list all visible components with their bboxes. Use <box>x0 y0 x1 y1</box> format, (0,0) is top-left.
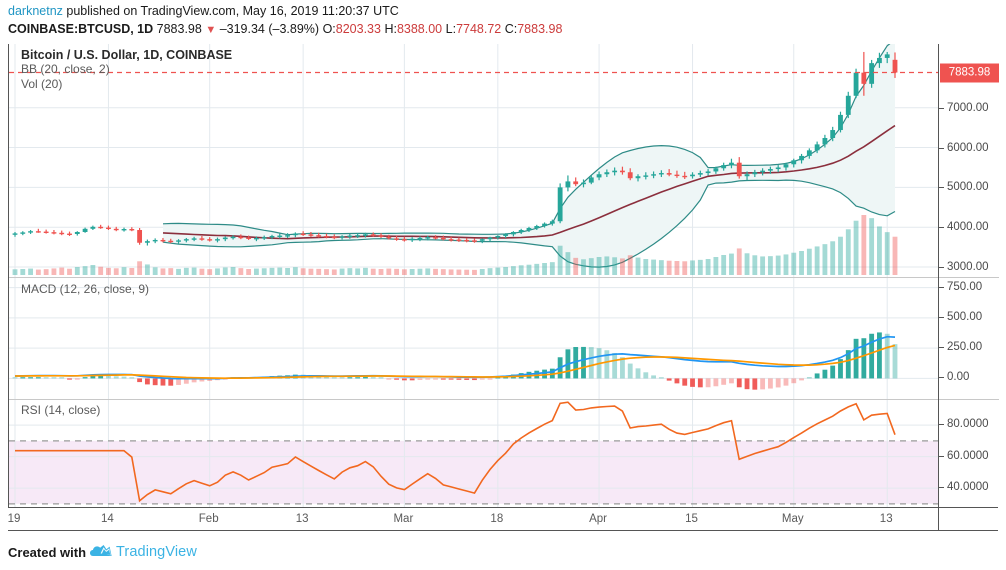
chart-frame: Bitcoin / U.S. Dollar, 1D, COINBASE BB (… <box>8 44 999 507</box>
chart-header: darknetnz published on TradingView.com, … <box>8 4 998 38</box>
price-tick-7000-00-tickmark <box>939 107 944 109</box>
time-tick-feb: Feb <box>198 513 219 525</box>
change-absolute: –319.34 <box>219 22 265 36</box>
price-pane[interactable]: Bitcoin / U.S. Dollar, 1D, COINBASE BB (… <box>9 44 939 277</box>
high-label: H: <box>384 22 397 36</box>
time-axis[interactable]: 19 14 Feb 13 Mar 18 Apr 15 May 13 <box>8 507 998 531</box>
last-price: 7883.98 <box>156 22 202 36</box>
publish-meta: published on TradingView.com, May 16, 20… <box>62 4 399 18</box>
footer: Created with TradingView <box>8 540 197 564</box>
open-label: O: <box>322 22 336 36</box>
macd-tick-0-00: 0.00 <box>947 371 970 384</box>
down-triangle-icon: ▼ <box>205 24 217 36</box>
symbol-label: COINBASE:BTCUSD, 1D <box>8 22 154 36</box>
close-label: C: <box>504 22 518 36</box>
price-tick-4000-00: 4000.00 <box>947 221 989 234</box>
macd-tick-250-00: 250.00 <box>947 341 983 354</box>
publisher-name: darknetnz <box>8 4 63 18</box>
low-label: L: <box>445 22 457 36</box>
quote-line: COINBASE:BTCUSD, 1D 7883.98 ▼ –319.34 (–… <box>8 21 998 38</box>
close-value: 7883.98 <box>517 22 563 36</box>
macd-pane[interactable]: MACD (12, 26, close, 9) <box>9 277 939 399</box>
high-value: 8388.00 <box>396 22 443 36</box>
price-tick-6000-00: 6000.00 <box>947 141 989 154</box>
rsi-tick-60-0000: 60.0000 <box>947 449 989 462</box>
price-tick-6000-00-tickmark <box>939 147 944 149</box>
rsi-tick-40-0000: 40.0000 <box>947 481 989 494</box>
created-with-label: Created with <box>8 544 87 560</box>
publish-line: darknetnz published on TradingView.com, … <box>8 4 998 19</box>
price-tick-3000-00-tickmark <box>939 267 944 269</box>
axis-pane-divider-2 <box>939 399 999 400</box>
time-tick-19: 19 <box>7 513 21 525</box>
low-value: 7748.72 <box>456 22 502 36</box>
rsi-tick-40-0000-tickmark <box>939 487 944 489</box>
rsi-tick-80-0000: 80.0000 <box>947 418 989 431</box>
time-tick-apr: Apr <box>589 513 608 525</box>
macd-tick-500-00-tickmark <box>939 316 944 318</box>
price-tick-5000-00-tickmark <box>939 187 944 189</box>
open-value: 8203.33 <box>335 22 381 36</box>
axis-pane-divider-1 <box>939 277 999 278</box>
price-tick-4000-00-tickmark <box>939 227 944 229</box>
rsi-tick-80-0000-tickmark <box>939 424 944 426</box>
time-tick-mar: Mar <box>393 513 414 525</box>
tradingview-brand-label: TradingView <box>116 544 197 560</box>
price-tick-7000-00: 7000.00 <box>947 101 989 114</box>
macd-tick-750-00: 750.00 <box>947 280 983 293</box>
change-percent: (–3.89%) <box>268 22 320 36</box>
time-tick-15: 15 <box>685 513 698 525</box>
rsi-pane[interactable]: RSI (14, close) <box>9 399 939 507</box>
macd-tick-0-00-tickmark <box>939 377 944 379</box>
tradingview-logo-icon <box>90 544 112 560</box>
axis-bottom-rule <box>8 530 998 531</box>
time-axis-separator <box>938 508 939 531</box>
panes-container[interactable]: Bitcoin / U.S. Dollar, 1D, COINBASE BB (… <box>8 44 939 507</box>
macd-tick-500-00: 500.00 <box>947 310 983 323</box>
macd-tick-250-00-tickmark <box>939 347 944 349</box>
time-tick-14: 14 <box>101 513 114 525</box>
time-tick-may: May <box>781 513 804 525</box>
time-tick-13: 13 <box>295 513 309 525</box>
time-tick-18: 18 <box>490 513 504 525</box>
time-tick-13: 13 <box>879 513 893 525</box>
rsi-tick-60-0000-tickmark <box>939 455 944 457</box>
last-price-badge[interactable]: 7883.98 <box>940 63 999 83</box>
macd-tick-750-00-tickmark <box>939 286 944 288</box>
price-axis[interactable]: 7000.00 6000.00 5000.00 4000.00 3000.00 7883.… <box>938 44 999 507</box>
price-tick-3000-00: 3000.00 <box>947 261 989 274</box>
price-tick-5000-00: 5000.00 <box>947 181 989 194</box>
